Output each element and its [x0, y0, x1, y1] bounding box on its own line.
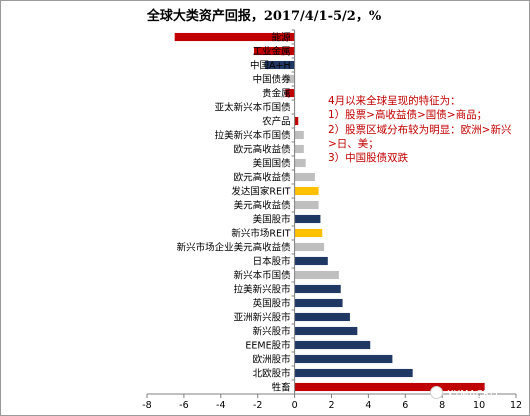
bar: [294, 270, 339, 280]
x-tick-label: 10: [473, 400, 485, 411]
bar: [294, 186, 319, 196]
category-label: 拉美新兴本币国债: [215, 130, 292, 142]
category-label: 牲畜: [272, 382, 291, 394]
bar: [285, 74, 295, 84]
bar: [294, 242, 325, 252]
category-label: 中国债券: [253, 74, 292, 86]
x-tick-label: 12: [510, 400, 522, 411]
category-label: 新兴股市: [253, 326, 292, 338]
category-label: 北欧股市: [253, 368, 292, 380]
x-tick-label: 0: [292, 400, 298, 411]
category-label: 能源: [272, 32, 292, 44]
watermark-text: XYMACRO: [447, 389, 499, 400]
category-label: EEME股市: [245, 340, 291, 352]
category-label: 新兴本币国债: [234, 270, 292, 282]
bar: [294, 228, 323, 238]
category-label: 拉美新兴股市: [234, 284, 292, 296]
category-label: 亚洲新兴股市: [234, 312, 292, 324]
bar: [294, 200, 319, 210]
x-tick-label: -4: [216, 400, 225, 411]
bar: [294, 144, 304, 154]
bar: [294, 284, 341, 294]
bar: [174, 32, 295, 42]
x-tick-label: -8: [142, 400, 151, 411]
category-label: 新兴市场企业美元高收益债: [177, 242, 292, 254]
category-label: 美元高收益债: [234, 200, 292, 212]
annotation-line: 4月以来全球呈现的特征为：: [328, 95, 461, 107]
bars-layer: [174, 32, 485, 392]
bar: [294, 368, 413, 378]
bar: [294, 130, 304, 140]
category-label: 欧元高收益债: [234, 172, 292, 184]
bar: [294, 340, 371, 350]
annotation-line: 1）股票>高收益债>国债>商品；: [328, 109, 488, 122]
category-label: 欧元高收益债: [234, 144, 292, 156]
annotation-box: 4月以来全球呈现的特征为： 1）股票>高收益债>国债>商品； 2）股票区域分布较…: [328, 94, 520, 165]
category-label: 贵金属: [262, 88, 291, 100]
x-tick-label: 8: [439, 400, 445, 411]
wechat-logo-icon: [430, 386, 443, 399]
category-label: 日本股市: [253, 256, 292, 268]
bar: [285, 88, 295, 98]
bar: [294, 214, 321, 224]
category-label: 新兴市场REIT: [231, 228, 290, 240]
category-label: 美国股市: [253, 214, 292, 226]
bar: [294, 172, 315, 182]
chart-title: 全球大类资产回报，2017/4/1-5/2，%: [146, 9, 382, 24]
bar: [254, 46, 295, 56]
x-tick-label: -2: [253, 400, 262, 411]
category-label: 欧洲股市: [253, 354, 292, 366]
x-tick-label: 4: [365, 400, 371, 411]
watermark: XYMACRO: [430, 386, 524, 402]
bar: [265, 60, 295, 70]
category-label: 美国国债: [253, 158, 292, 170]
category-label: 发达国家REIT: [231, 186, 290, 198]
x-tick-label: 6: [402, 400, 408, 411]
x-tick-label: -6: [179, 400, 188, 411]
category-label: 亚太新兴本币国债: [215, 102, 292, 114]
bar: [294, 326, 358, 336]
bar: [294, 298, 343, 308]
bar: [294, 256, 328, 266]
category-label: 农产品: [262, 116, 291, 128]
category-label: 英国股市: [253, 298, 292, 310]
bar: [294, 158, 306, 168]
annotation-line: 2）股票区域分布较为明显：欧洲>新兴>日、美；: [328, 123, 512, 150]
bar: [294, 382, 485, 392]
category-label: 工业金属: [253, 46, 291, 58]
annotation-line: 3）中国股债双跌: [328, 152, 409, 165]
bar: [294, 312, 350, 322]
bar: [294, 116, 299, 126]
x-tick-label: 2: [328, 400, 334, 411]
bar: [294, 354, 393, 364]
category-label: 中国A+H: [250, 60, 291, 72]
